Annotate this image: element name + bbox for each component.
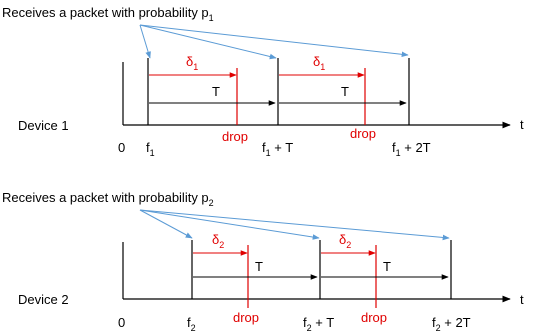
drop-label: drop	[222, 129, 248, 144]
origin-label: 0	[118, 140, 125, 155]
delta-label: δ2	[212, 232, 224, 250]
panel-device-1: Receives a packet with probability p1 t …	[2, 5, 524, 158]
tick-label-f-plus-t: f2 + T	[303, 315, 334, 333]
origin-label: 0	[118, 315, 125, 330]
tick-label-f: f1	[146, 140, 155, 158]
time-axis-label: t	[520, 292, 524, 307]
tick-label-f-plus-2t: f1 + 2T	[392, 140, 431, 158]
drop-label: drop	[361, 310, 387, 325]
period-label: T	[255, 259, 263, 274]
receive-probability-caption-2: Receives a packet with probability p2	[2, 190, 214, 208]
panel-device-2: Receives a packet with probability p2 t …	[2, 190, 524, 333]
receive-arrow	[139, 209, 193, 239]
tick-label-f: f2	[187, 315, 196, 333]
delta-label: δ1	[313, 54, 325, 72]
period-label: T	[341, 84, 349, 99]
tick-label-f-plus-2t: f2 + 2T	[432, 315, 471, 333]
receive-arrow	[139, 209, 450, 241]
delta-label: δ2	[339, 232, 351, 250]
drop-label: drop	[350, 126, 376, 141]
drop-label: drop	[233, 310, 259, 325]
receive-arrow	[139, 24, 409, 58]
time-axis-label: t	[520, 117, 524, 132]
receive-arrow	[139, 209, 320, 240]
period-label: T	[383, 259, 391, 274]
tick-label-f-plus-t: f1 + T	[262, 140, 293, 158]
period-label: T	[212, 84, 220, 99]
receive-arrow	[139, 24, 277, 60]
device-label-1: Device 1	[18, 118, 69, 133]
receive-probability-caption-1: Receives a packet with probability p1	[2, 5, 214, 23]
delta-label: δ1	[186, 54, 198, 72]
receive-arrow	[139, 24, 151, 59]
device-label-2: Device 2	[18, 292, 69, 307]
